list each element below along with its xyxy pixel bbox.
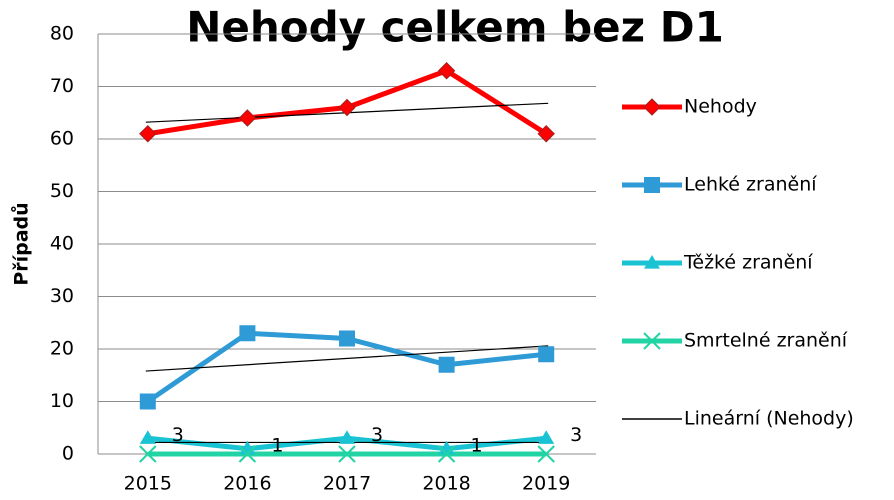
y-tick-label: 10 — [50, 390, 74, 412]
data-label: 3 — [570, 424, 582, 446]
data-label: 3 — [371, 424, 383, 446]
x-tick-label: 2017 — [323, 473, 371, 495]
legend-label: Těžké zranění — [683, 252, 813, 274]
data-label: 1 — [271, 434, 283, 456]
legend-marker — [644, 255, 660, 269]
y-tick-label: 50 — [50, 180, 74, 202]
point — [339, 330, 355, 347]
x-tick-label: 2018 — [422, 473, 470, 495]
x-tick-label: 2015 — [124, 473, 172, 495]
legend-label: Nehody — [684, 96, 757, 118]
legend-label: Lehké zranění — [684, 174, 817, 196]
legend-marker — [643, 98, 661, 116]
point — [139, 125, 157, 143]
point — [537, 125, 555, 143]
y-tick-label: 70 — [50, 75, 74, 97]
point — [538, 346, 555, 363]
y-axis-label: Případů — [10, 202, 33, 285]
y-tick-label: 60 — [50, 128, 74, 150]
point — [339, 430, 355, 444]
x-tick-label: 2016 — [223, 473, 271, 495]
point — [438, 356, 455, 373]
legend-marker — [643, 332, 661, 350]
y-tick-label: 30 — [50, 285, 74, 307]
point — [437, 445, 456, 463]
point — [437, 62, 456, 80]
legend-marker — [644, 177, 660, 193]
point — [239, 325, 256, 342]
y-tick-label: 40 — [50, 233, 74, 255]
chart-title: Nehody celkem bez D1 — [186, 3, 724, 52]
point — [338, 445, 356, 463]
y-tick-label: 20 — [50, 338, 74, 360]
point — [537, 445, 555, 463]
data-label: 1 — [471, 434, 483, 456]
trend-line — [145, 345, 549, 372]
y-tick-label: 0 — [62, 443, 74, 465]
legend-label: Lineární (Nehody) — [684, 408, 854, 430]
point — [538, 430, 555, 444]
point — [139, 445, 157, 463]
data-label: 3 — [172, 424, 184, 446]
point — [139, 393, 156, 410]
point — [139, 430, 156, 444]
point — [238, 445, 257, 463]
point — [238, 109, 257, 127]
x-tick-label: 2019 — [522, 473, 570, 495]
legend-label: Smrtelné zranění — [684, 330, 848, 352]
y-tick-label: 80 — [50, 23, 74, 45]
point — [338, 98, 356, 117]
